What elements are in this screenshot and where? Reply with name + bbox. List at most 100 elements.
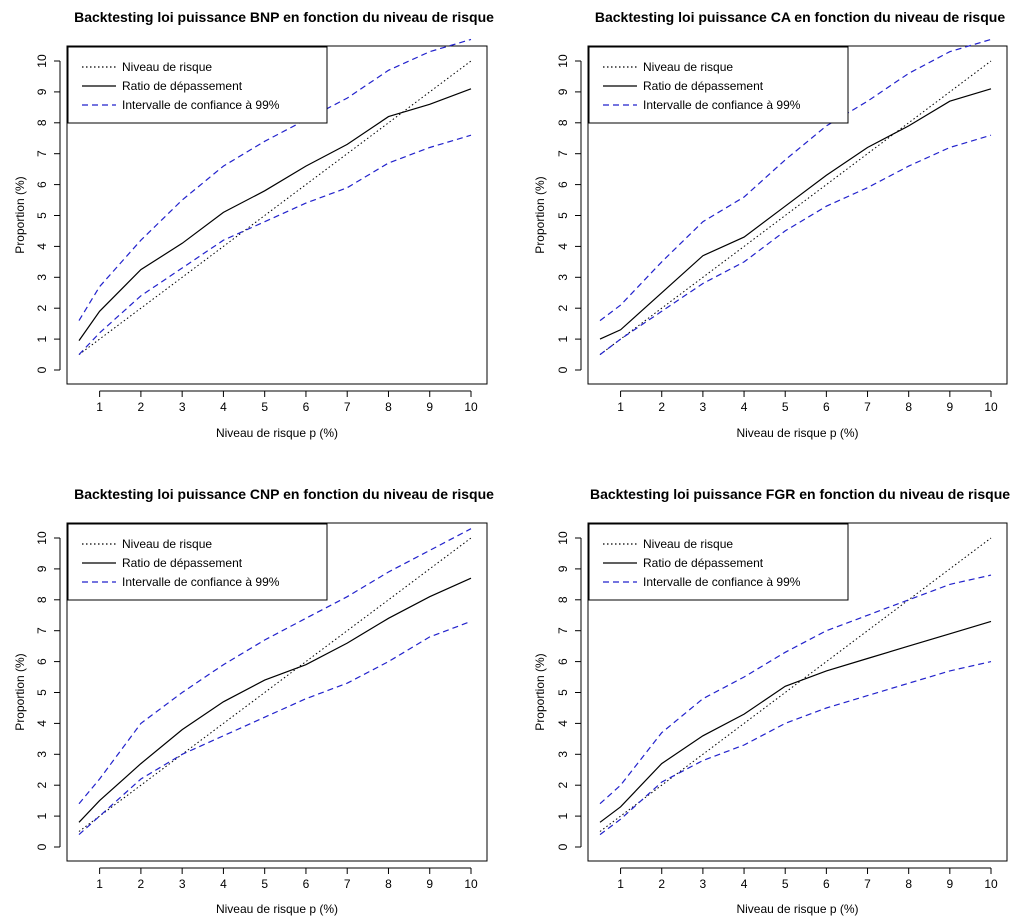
x-tick-label: 3 [700, 877, 707, 891]
legend-label: Ratio de dépassement [122, 79, 243, 93]
x-tick-label: 5 [782, 400, 789, 414]
y-tick-label: 6 [556, 181, 570, 188]
legend-label: Intervalle de confiance à 99% [643, 575, 801, 589]
y-tick-label: 3 [556, 751, 570, 758]
series-line-dashed [599, 38, 992, 322]
x-tick-label: 2 [658, 400, 665, 414]
y-tick-label: 7 [35, 150, 49, 157]
y-tick-label: 2 [35, 782, 49, 789]
x-tick-label: 7 [864, 877, 871, 891]
series-line-solid [599, 88, 992, 340]
y-tick-label: 4 [35, 243, 49, 250]
legend-box [588, 46, 849, 124]
x-tick-label: 6 [823, 877, 830, 891]
legend-box [67, 523, 328, 601]
chart-title: Backtesting loi puissance CNP en fonctio… [74, 486, 494, 502]
y-axis-label: Proportion (%) [533, 653, 547, 730]
legend-label: Intervalle de confiance à 99% [643, 98, 801, 112]
y-tick-label: 9 [35, 88, 49, 95]
chart-title: Backtesting loi puissance CA en fonction… [595, 9, 1005, 25]
y-tick-label: 10 [35, 531, 49, 545]
x-tick-label: 9 [426, 877, 433, 891]
series-line-dashed [78, 134, 472, 356]
y-tick-label: 6 [35, 181, 49, 188]
y-tick-label: 10 [556, 54, 570, 68]
x-axis-label: Niveau de risque p (%) [216, 426, 338, 440]
x-tick-label: 4 [741, 877, 748, 891]
x-tick-label: 7 [344, 400, 351, 414]
x-tick-label: 1 [617, 877, 624, 891]
series-line-dashed [78, 528, 472, 805]
y-axis-label: Proportion (%) [533, 176, 547, 253]
legend-box [588, 523, 849, 601]
y-tick-label: 1 [35, 812, 49, 819]
x-tick-label: 2 [658, 877, 665, 891]
series-line-dashed [78, 38, 472, 321]
y-tick-label: 10 [35, 54, 49, 68]
series-line-dotted [78, 60, 472, 355]
x-tick-label: 10 [984, 400, 998, 414]
x-tick-label: 8 [385, 400, 392, 414]
legend: Niveau de risque Ratio de dépassement Inte… [588, 523, 849, 601]
x-tick-label: 5 [782, 877, 789, 891]
series-line-solid [599, 620, 992, 823]
y-axis-label: Proportion (%) [13, 176, 27, 253]
x-tick-label: 9 [946, 400, 953, 414]
y-axis-label: Proportion (%) [13, 653, 27, 730]
x-tick-label: 2 [138, 877, 145, 891]
y-tick-label: 6 [556, 658, 570, 665]
x-tick-label: 8 [385, 877, 392, 891]
y-tick-label: 9 [35, 565, 49, 572]
series-line-dotted [599, 60, 992, 355]
legend-label: Niveau de risque [122, 60, 212, 74]
y-tick-label: 10 [556, 531, 570, 545]
y-tick-label: 4 [35, 720, 49, 727]
y-tick-label: 9 [556, 88, 570, 95]
y-tick-label: 1 [556, 335, 570, 342]
y-tick-label: 7 [556, 150, 570, 157]
legend: Niveau de risque Ratio de dépassement Inte… [588, 46, 849, 124]
y-tick-label: 0 [556, 843, 570, 850]
legend-label: Ratio de dépassement [643, 79, 764, 93]
series-line-dotted [78, 537, 472, 832]
y-tick-label: 3 [35, 274, 49, 281]
y-tick-label: 4 [556, 720, 570, 727]
plot-frame [66, 522, 488, 862]
x-tick-label: 7 [864, 400, 871, 414]
x-tick-label: 4 [741, 400, 748, 414]
x-tick-label: 8 [905, 877, 912, 891]
y-tick-label: 6 [35, 658, 49, 665]
y-tick-label: 3 [35, 751, 49, 758]
plot-frame [66, 45, 488, 385]
legend-label: Ratio de dépassement [643, 556, 764, 570]
chart-panel-1: Backtesting loi puissance BNP en fonctio… [13, 9, 494, 440]
series-line-dashed [599, 661, 992, 836]
x-tick-label: 3 [700, 400, 707, 414]
series-line-dashed [599, 134, 992, 356]
chart-panel-3: Backtesting loi puissance CNP en fonctio… [13, 486, 494, 916]
chart-title: Backtesting loi puissance BNP en fonctio… [74, 9, 494, 25]
legend-label: Niveau de risque [122, 537, 212, 551]
series-line-dotted [599, 537, 992, 832]
x-tick-label: 6 [303, 877, 310, 891]
y-tick-label: 8 [35, 596, 49, 603]
x-axis-label: Niveau de risque p (%) [216, 902, 338, 916]
y-tick-label: 5 [556, 212, 570, 219]
legend-label: Ratio de dépassement [122, 556, 243, 570]
x-tick-label: 1 [96, 400, 103, 414]
x-tick-label: 5 [261, 877, 268, 891]
y-tick-label: 0 [35, 366, 49, 373]
x-tick-label: 2 [138, 400, 145, 414]
y-tick-label: 7 [556, 627, 570, 634]
legend-label: Niveau de risque [643, 537, 733, 551]
x-tick-label: 10 [984, 877, 998, 891]
y-tick-label: 5 [556, 689, 570, 696]
y-tick-label: 5 [35, 212, 49, 219]
x-axis-label: Niveau de risque p (%) [736, 902, 858, 916]
y-tick-label: 8 [35, 119, 49, 126]
x-axis-label: Niveau de risque p (%) [736, 426, 858, 440]
x-tick-label: 8 [905, 400, 912, 414]
y-tick-label: 5 [35, 689, 49, 696]
x-tick-label: 10 [464, 877, 478, 891]
